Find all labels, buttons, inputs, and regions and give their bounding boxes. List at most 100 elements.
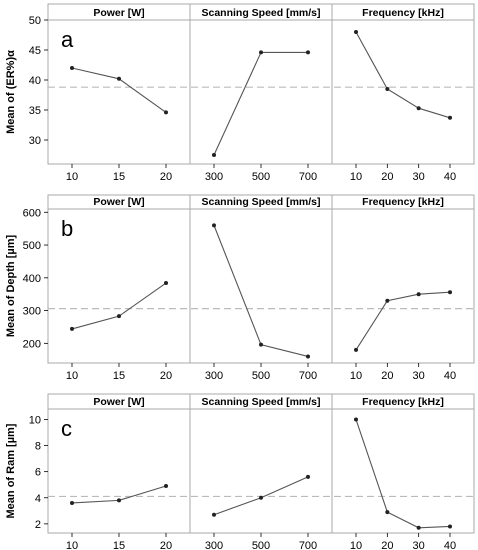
y-tick-label: 600 (23, 207, 41, 219)
y-tick-label: 200 (23, 338, 41, 350)
data-point (416, 292, 421, 297)
facet-title: Scanning Speed [mm/s] (201, 396, 320, 408)
x-tick-label: 500 (252, 171, 270, 183)
y-axis-label: Mean of Depth [µm] (5, 235, 17, 338)
facet-title: Scanning Speed [mm/s] (201, 7, 320, 19)
facet-plot-frame (331, 19, 475, 165)
x-tick-label: 30 (413, 540, 425, 550)
data-point (306, 50, 310, 55)
x-tick-label: 10 (66, 540, 78, 550)
data-point (416, 106, 421, 111)
data-point (416, 525, 421, 530)
x-tick-label: 700 (299, 370, 317, 382)
x-tick-label: 500 (252, 370, 270, 382)
x-tick-label: 15 (113, 171, 125, 183)
data-point (259, 50, 263, 55)
x-tick-label: 15 (113, 540, 125, 550)
data-point (354, 30, 358, 34)
x-tick-label: 20 (160, 171, 172, 183)
series-line (71, 67, 167, 113)
data-point (70, 66, 74, 70)
data-point (306, 474, 310, 479)
y-tick-label: 500 (23, 240, 41, 252)
x-tick-label: 10 (350, 370, 362, 382)
facet-title: Power [W] (93, 7, 144, 19)
data-point (212, 223, 216, 228)
series-line (71, 282, 167, 330)
y-tick-label: 400 (23, 273, 41, 285)
x-tick-label: 30 (413, 171, 425, 183)
y-tick-label: 45 (29, 45, 41, 57)
panel-letter: a (61, 27, 74, 52)
data-point (448, 524, 452, 529)
y-tick-label: 50 (29, 15, 41, 27)
panel-c: Power [W] Scanning Speed [mm/s] Frequency … (5, 393, 475, 550)
data-point (164, 484, 168, 489)
data-point (117, 498, 121, 503)
data-point (385, 510, 390, 515)
y-axis-label: Mean of (ER%)α (5, 50, 17, 134)
y-tick-label: 300 (23, 306, 41, 318)
x-tick-label: 500 (252, 540, 270, 550)
x-tick-label: 20 (160, 370, 172, 382)
data-point (259, 342, 263, 347)
data-point (448, 290, 452, 295)
data-point (212, 153, 216, 157)
facet-title: Frequency [kHz] (362, 396, 444, 408)
x-tick-label: 20 (381, 370, 393, 382)
facet-plot-frame (189, 408, 333, 534)
x-tick-label: 10 (350, 540, 362, 550)
data-point (354, 417, 358, 422)
data-point (385, 87, 390, 91)
panel-a: Power [W] Scanning Speed [mm/s] Frequency … (5, 3, 475, 183)
y-tick-label: 8 (35, 441, 41, 453)
data-point (164, 281, 168, 286)
x-tick-label: 20 (381, 171, 393, 183)
y-tick-label: 10 (29, 414, 41, 426)
y-tick-label: 4 (35, 493, 41, 505)
panel-letter: b (61, 216, 73, 241)
y-axis-label: Mean of Ram [µm] (5, 423, 17, 518)
x-tick-label: 300 (205, 171, 223, 183)
facet-title: Scanning Speed [mm/s] (201, 196, 320, 208)
x-tick-label: 300 (205, 370, 223, 382)
x-tick-label: 40 (444, 540, 456, 550)
x-tick-label: 10 (66, 370, 78, 382)
y-tick-label: 40 (29, 75, 41, 87)
series-line (355, 419, 451, 529)
data-point (117, 314, 121, 319)
y-tick-label: 2 (35, 519, 41, 531)
facet-plot-frame (331, 208, 475, 364)
panel-letter: c (61, 416, 72, 441)
x-tick-label: 700 (299, 171, 317, 183)
data-point (117, 76, 121, 81)
series-line (213, 225, 309, 357)
x-tick-label: 10 (66, 171, 78, 183)
data-point (306, 354, 310, 359)
y-tick-label: 30 (29, 135, 41, 147)
facet-plot-frame (189, 19, 333, 165)
x-tick-label: 10 (350, 171, 362, 183)
facet-title: Frequency [kHz] (362, 196, 444, 208)
x-tick-label: 15 (113, 370, 125, 382)
y-tick-label: 35 (29, 105, 41, 117)
data-point (259, 495, 263, 500)
series-line (355, 291, 451, 351)
x-tick-label: 20 (160, 540, 172, 550)
x-tick-label: 40 (444, 370, 456, 382)
data-point (70, 500, 74, 505)
data-point (164, 110, 168, 115)
series-line (213, 51, 308, 156)
series-line (355, 31, 451, 119)
x-tick-label: 40 (444, 171, 456, 183)
data-point (385, 298, 390, 303)
facet-title: Power [W] (93, 196, 144, 208)
data-point (70, 326, 74, 331)
facet-plot-frame (189, 208, 333, 364)
facet-plot-frame (331, 408, 475, 534)
data-point (212, 512, 216, 517)
x-tick-label: 300 (205, 540, 223, 550)
x-tick-label: 20 (381, 540, 393, 550)
